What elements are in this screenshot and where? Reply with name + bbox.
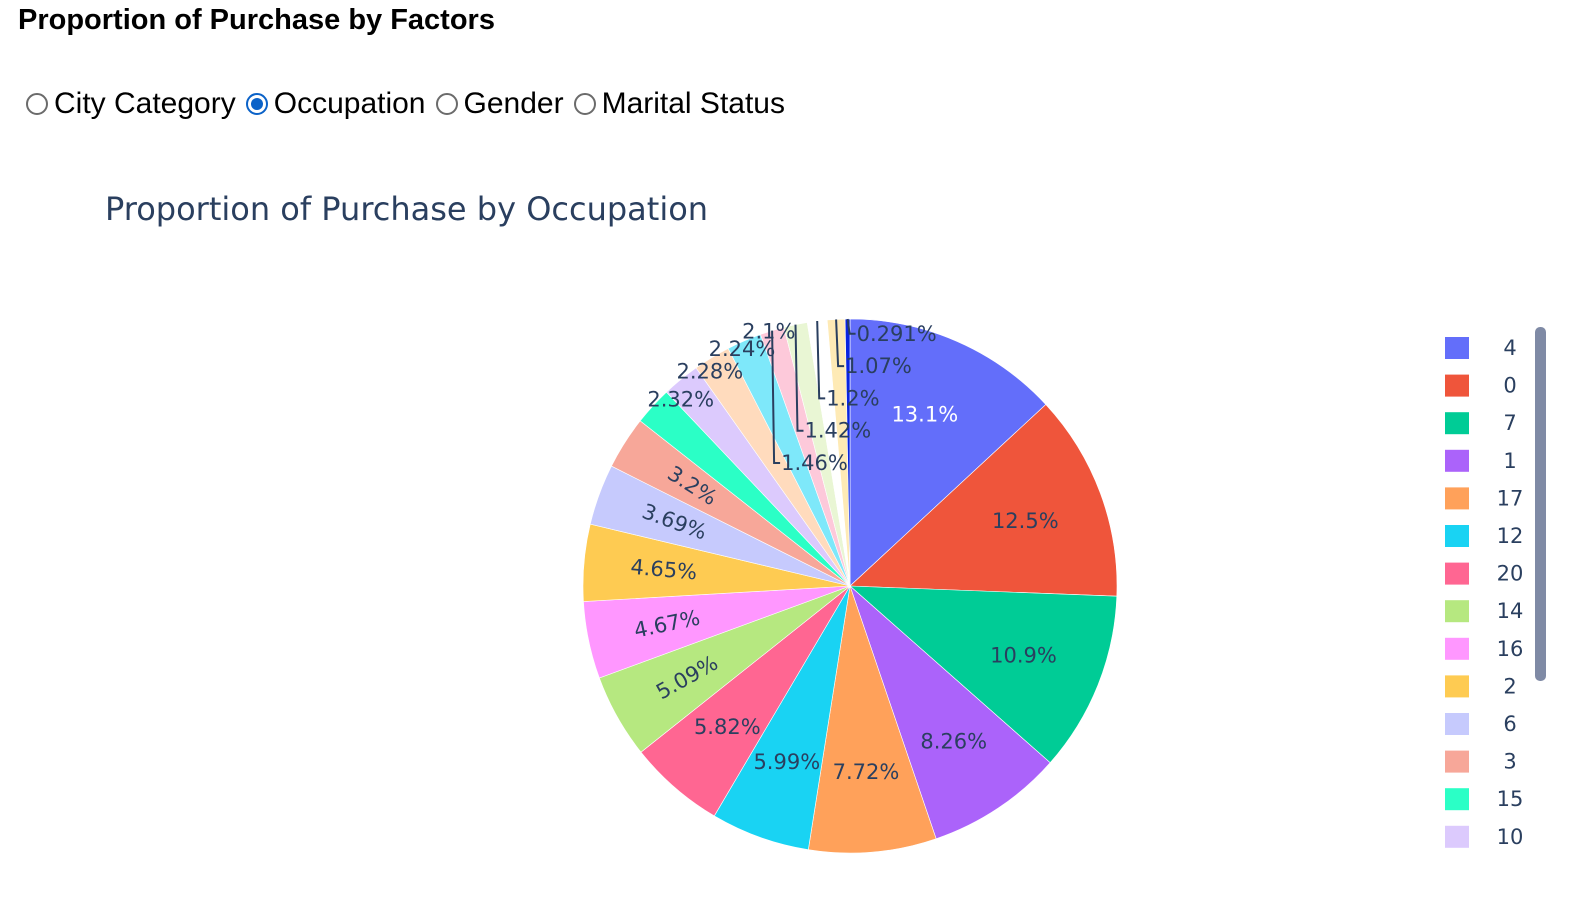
- leader-line-20: [846, 318, 856, 335]
- slice-label-20: 5.82%: [694, 715, 761, 739]
- factor-radio-group: City Category Occupation Gender Marital …: [26, 84, 795, 124]
- slice-label-4: 13.1%: [891, 403, 958, 427]
- legend-item-4[interactable]: 4: [1445, 336, 1517, 360]
- legend-swatch-2: [1445, 675, 1469, 698]
- legend-swatch-7: [1445, 412, 1469, 435]
- legend-label-16: 16: [1497, 637, 1524, 661]
- legend-label-2: 2: [1503, 674, 1516, 698]
- radio-city-category[interactable]: City Category: [26, 87, 236, 121]
- legend-label-7: 7: [1503, 411, 1516, 435]
- radio-gender[interactable]: Gender: [435, 87, 564, 121]
- legend-swatch-4: [1445, 337, 1469, 359]
- slice-label-7: 10.9%: [990, 643, 1057, 667]
- slice-label-leader-20: 0.291%: [857, 322, 937, 346]
- slice-label-2: 4.65%: [630, 555, 699, 585]
- radio-marital-status-circle[interactable]: [573, 93, 596, 115]
- legend-label-20: 20: [1497, 562, 1524, 586]
- slice-label-17: 7.72%: [833, 760, 900, 784]
- legend-label-15: 15: [1497, 787, 1524, 811]
- legend-item-15[interactable]: 15: [1445, 787, 1523, 811]
- legend-item-1[interactable]: 1: [1445, 449, 1517, 473]
- slice-label-outside-14: 2.24%: [709, 337, 776, 361]
- radio-occupation-label: Occupation: [273, 87, 426, 120]
- legend-swatch-6: [1445, 713, 1469, 735]
- chart-title: Proportion of Purchase by Occupation: [105, 190, 708, 228]
- legend-label-3: 3: [1503, 750, 1516, 774]
- pie-slice-4[interactable]: [849, 318, 1047, 587]
- pie-slice-0[interactable]: [849, 404, 1118, 597]
- legend-label-14: 14: [1497, 599, 1524, 623]
- legend-swatch-16: [1445, 637, 1469, 660]
- legend-swatch-15: [1445, 788, 1469, 811]
- slice-label-leader-18: 1.2%: [826, 386, 879, 410]
- legend-label-12: 12: [1497, 524, 1524, 548]
- pie-chart: Proportion of Purchase by Occupation 13.…: [105, 190, 1546, 854]
- slice-label-leader-17: 1.42%: [805, 419, 872, 443]
- legend-item-12[interactable]: 12: [1445, 524, 1523, 548]
- legend-item-2[interactable]: 2: [1445, 674, 1517, 698]
- legend-swatch-14: [1445, 600, 1469, 623]
- pie-slice-7[interactable]: [849, 585, 1118, 764]
- radio-gender-label: Gender: [463, 87, 564, 120]
- slice-label-outside-13: 2.28%: [677, 360, 744, 384]
- legend-swatch-10: [1445, 825, 1469, 848]
- leader-line-18: [816, 320, 826, 400]
- legend-swatch-3: [1445, 750, 1469, 773]
- legend-label-1: 1: [1503, 449, 1516, 473]
- radio-occupation-circle[interactable]: [245, 93, 268, 115]
- legend-label-6: 6: [1503, 712, 1516, 736]
- legend-swatch-1: [1445, 449, 1469, 472]
- slice-label-leader-19: 1.07%: [845, 354, 912, 378]
- leader-line-16: [771, 330, 781, 464]
- page-heading: Proportion of Purchase by Factors: [18, 4, 495, 36]
- legend-swatch-20: [1445, 562, 1469, 585]
- legend-item-6[interactable]: 6: [1445, 712, 1517, 736]
- legend-swatch-0: [1445, 374, 1469, 397]
- pie-slice-17[interactable]: [807, 585, 937, 854]
- radio-marital-status[interactable]: Marital Status: [573, 87, 785, 121]
- legend-item-3[interactable]: 3: [1445, 750, 1517, 774]
- radio-occupation[interactable]: Occupation: [245, 87, 426, 121]
- leader-line-17: [794, 324, 804, 432]
- slice-label-leader-16: 1.46%: [781, 451, 848, 475]
- legend-item-10[interactable]: 10: [1445, 825, 1523, 849]
- slice-label-12: 5.99%: [753, 750, 820, 774]
- slice-label-0: 12.5%: [992, 509, 1059, 533]
- legend: 4 0 7 1 17 12 20 14 16 2 6 3 15 10: [1445, 336, 1523, 849]
- legend-item-17[interactable]: 17: [1445, 486, 1523, 510]
- legend-swatch-12: [1445, 525, 1469, 547]
- legend-item-20[interactable]: 20: [1445, 562, 1523, 586]
- legend-item-16[interactable]: 16: [1445, 637, 1523, 661]
- legend-item-7[interactable]: 7: [1445, 411, 1517, 435]
- legend-label-17: 17: [1497, 486, 1524, 510]
- pie-slice-1[interactable]: [849, 585, 1051, 840]
- legend-scrollbar[interactable]: [1535, 327, 1546, 681]
- radio-city-category-circle[interactable]: [26, 93, 48, 115]
- radio-marital-status-label: Marital Status: [601, 87, 785, 120]
- legend-label-10: 10: [1497, 825, 1524, 849]
- leader-line-19: [835, 319, 845, 368]
- legend-label-4: 4: [1503, 336, 1516, 360]
- legend-label-0: 0: [1503, 374, 1516, 398]
- legend-swatch-17: [1445, 487, 1469, 510]
- radio-city-category-label: City Category: [54, 87, 236, 120]
- slice-label-outside-12: 2.32%: [647, 387, 714, 411]
- slice-label-outside-15: 2.1%: [742, 320, 795, 344]
- legend-item-14[interactable]: 14: [1445, 599, 1523, 623]
- legend-item-0[interactable]: 0: [1445, 374, 1517, 398]
- slice-label-1: 8.26%: [920, 730, 987, 754]
- radio-gender-circle[interactable]: [435, 93, 458, 115]
